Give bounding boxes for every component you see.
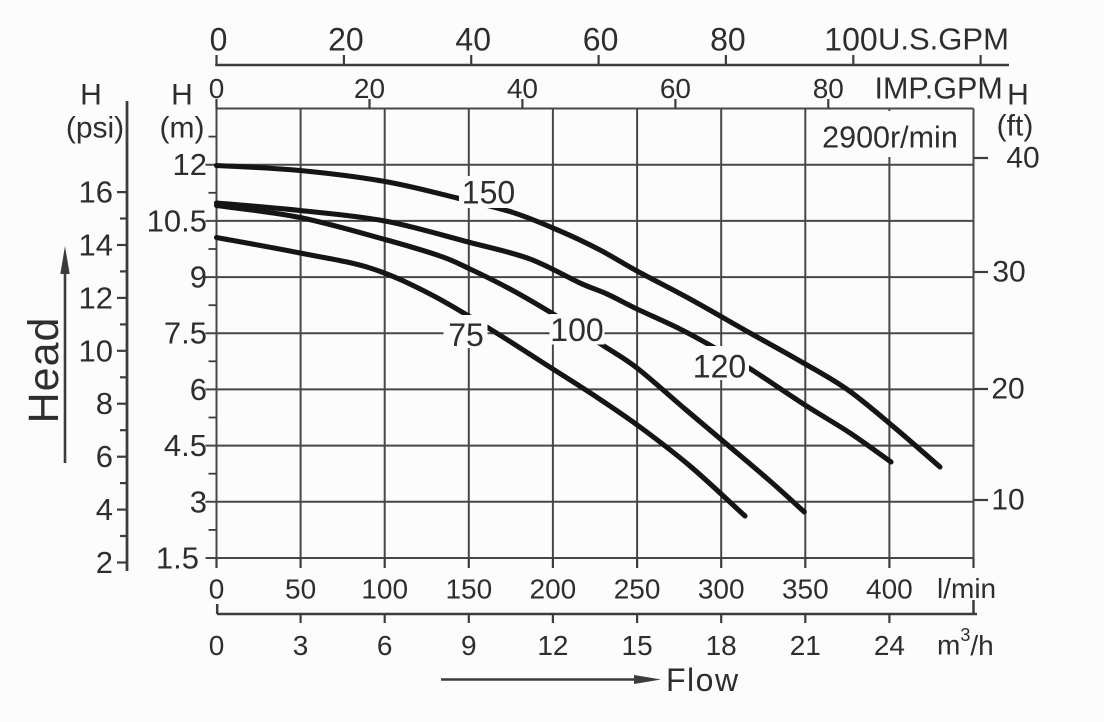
- svg-text:120: 120: [693, 349, 746, 385]
- svg-text:3: 3: [293, 630, 309, 661]
- svg-text:300: 300: [698, 574, 745, 605]
- svg-text:4.5: 4.5: [164, 428, 207, 463]
- svg-text:40: 40: [455, 22, 491, 58]
- svg-text:6: 6: [190, 372, 207, 407]
- svg-text:100: 100: [824, 22, 877, 58]
- svg-text:6: 6: [96, 439, 113, 474]
- svg-text:7.5: 7.5: [164, 316, 207, 351]
- svg-text:150: 150: [445, 574, 492, 605]
- svg-text:H: H: [1007, 79, 1029, 112]
- svg-text:3: 3: [190, 484, 207, 519]
- svg-text:2900r/min: 2900r/min: [822, 121, 958, 155]
- svg-text:40: 40: [1006, 142, 1039, 175]
- svg-text:16: 16: [79, 175, 113, 210]
- svg-text:14: 14: [79, 228, 113, 263]
- svg-text:350: 350: [782, 574, 829, 605]
- svg-text:U.S.GPM: U.S.GPM: [878, 22, 1009, 57]
- svg-text:8: 8: [96, 386, 113, 421]
- svg-text:H: H: [171, 79, 193, 112]
- svg-text:80: 80: [813, 73, 844, 104]
- svg-text:Flow: Flow: [666, 662, 740, 698]
- svg-text:m3/h: m3/h: [937, 625, 994, 661]
- svg-text:21: 21: [790, 630, 821, 661]
- svg-text:18: 18: [706, 630, 737, 661]
- svg-text:60: 60: [583, 22, 619, 58]
- svg-text:0: 0: [209, 630, 225, 661]
- svg-text:150: 150: [462, 175, 515, 211]
- svg-text:(psi): (psi): [66, 112, 124, 145]
- svg-text:H: H: [80, 79, 102, 112]
- svg-text:80: 80: [710, 22, 746, 58]
- svg-text:60: 60: [660, 73, 691, 104]
- svg-text:0: 0: [209, 73, 225, 104]
- svg-text:40: 40: [507, 73, 538, 104]
- svg-text:75: 75: [448, 317, 484, 353]
- svg-text:9: 9: [190, 260, 207, 295]
- svg-text:Head: Head: [20, 317, 68, 424]
- svg-text:(ft): (ft): [997, 110, 1034, 143]
- svg-text:2: 2: [96, 545, 113, 580]
- svg-text:l/min: l/min: [937, 573, 996, 604]
- svg-text:400: 400: [866, 574, 913, 605]
- svg-text:IMP.GPM: IMP.GPM: [875, 72, 1003, 106]
- svg-text:200: 200: [530, 574, 577, 605]
- svg-text:12: 12: [537, 630, 568, 661]
- svg-text:20: 20: [991, 373, 1024, 406]
- svg-text:6: 6: [377, 630, 393, 661]
- svg-text:12: 12: [79, 280, 113, 315]
- svg-text:30: 30: [992, 256, 1025, 289]
- svg-text:(m): (m): [160, 112, 205, 145]
- svg-text:10: 10: [991, 484, 1024, 517]
- svg-text:50: 50: [285, 574, 316, 605]
- svg-text:10: 10: [79, 333, 113, 368]
- svg-text:100: 100: [550, 312, 603, 348]
- svg-text:100: 100: [361, 574, 408, 605]
- svg-text:1.5: 1.5: [156, 541, 199, 576]
- svg-text:12: 12: [173, 147, 207, 182]
- svg-text:0: 0: [209, 574, 225, 605]
- svg-text:20: 20: [354, 73, 385, 104]
- svg-text:9: 9: [461, 630, 477, 661]
- svg-text:4: 4: [96, 492, 113, 527]
- svg-text:10.5: 10.5: [147, 203, 207, 238]
- svg-text:0: 0: [210, 22, 228, 58]
- svg-text:24: 24: [874, 630, 905, 661]
- svg-text:15: 15: [622, 630, 653, 661]
- svg-text:20: 20: [328, 22, 364, 58]
- svg-text:250: 250: [614, 574, 661, 605]
